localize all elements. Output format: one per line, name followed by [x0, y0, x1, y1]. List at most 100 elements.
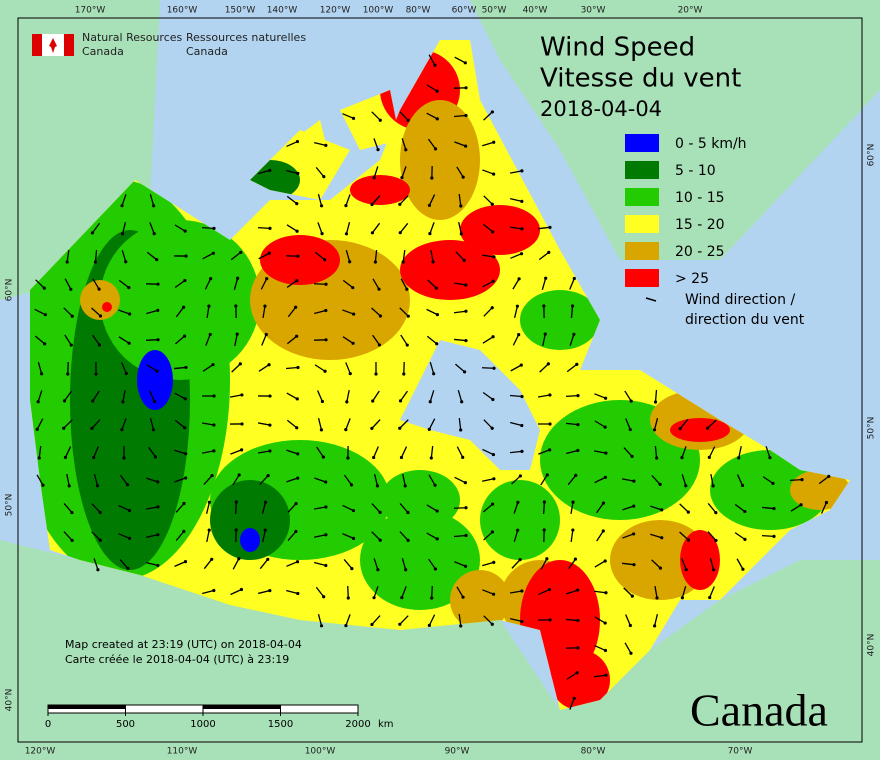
arrow-head [182, 530, 185, 533]
arrow-head [520, 424, 523, 427]
arrow-head [43, 342, 46, 345]
arrow-head [41, 484, 44, 487]
arrow-head [435, 287, 438, 290]
arrow-head [631, 595, 634, 598]
arrow-head [399, 231, 402, 234]
arrow-head [463, 370, 466, 373]
arrow-head [459, 428, 462, 431]
arrow-head [124, 260, 127, 263]
arrow-head [433, 484, 436, 487]
arrow-head [573, 697, 576, 700]
arrow-head [268, 169, 271, 172]
arrow-head [604, 649, 607, 652]
arrow-head [520, 620, 523, 623]
arrow-head [296, 366, 299, 369]
arrow-head [264, 529, 267, 532]
arrow-head [428, 204, 431, 207]
arrow-head [156, 338, 159, 341]
arrow-head [544, 277, 547, 280]
top-label: 150°W [225, 6, 256, 16]
arrow-head [266, 474, 269, 477]
arrow-head [351, 342, 354, 345]
arrow-head [379, 539, 382, 542]
arrow-head [827, 475, 830, 478]
arrow-head [324, 505, 327, 508]
top-label: 160°W [167, 6, 198, 16]
arrow-head [371, 399, 374, 402]
arrow-head [491, 502, 494, 505]
speed-zone [400, 100, 480, 220]
arrow-head [372, 456, 375, 459]
wind-arrow [566, 396, 578, 397]
arrow-head [602, 529, 605, 532]
arrow-head [520, 395, 523, 398]
speed-zone [520, 290, 600, 350]
arrow-head [344, 204, 347, 207]
arrow-head [520, 200, 523, 203]
arrow-head [71, 315, 74, 318]
bottom-label: 120°W [25, 747, 56, 757]
arrow-head [127, 342, 130, 345]
speed-zone [80, 280, 120, 320]
arrow-head [344, 624, 347, 627]
arrow-head [548, 393, 551, 396]
arrow-head [324, 283, 327, 286]
arrow-head [546, 473, 549, 476]
arrow-head [548, 618, 551, 621]
arrow-head [737, 456, 740, 459]
arrow-head [459, 624, 462, 627]
arrow-head [296, 140, 299, 143]
arrow-head [406, 343, 409, 346]
arrow-head [347, 596, 350, 599]
arrow-head [323, 370, 326, 373]
right-label: 40°N [867, 634, 877, 657]
wind-arrow [236, 502, 237, 514]
right-label: 60°N [867, 144, 877, 167]
arrow-head [265, 277, 268, 280]
right-label: 50°N [867, 417, 877, 440]
left-label: 40°N [5, 689, 15, 712]
wind-arrow [146, 340, 158, 341]
arrow-head [370, 203, 373, 206]
arrow-head [632, 480, 635, 483]
arrow-head [99, 511, 102, 514]
arrow-head [743, 538, 746, 541]
arrow-head [240, 448, 243, 451]
arrow-head [463, 259, 466, 262]
arrow-head [350, 567, 353, 570]
arrow-head [519, 558, 522, 561]
arrow-head [70, 539, 73, 542]
arrow-head [464, 114, 467, 117]
arrow-head [345, 232, 348, 235]
arrow-head [771, 482, 774, 485]
arrow-head [576, 423, 579, 426]
legend-swatch [625, 269, 659, 287]
arrow-head [436, 509, 439, 512]
arrow-head [370, 427, 373, 430]
arrow-head [373, 176, 376, 179]
arrow-head [602, 501, 605, 504]
arrow-head [461, 456, 464, 459]
arrow-head [43, 287, 46, 290]
arrow-head [799, 503, 802, 506]
arrow-head [212, 449, 215, 452]
arrow-head [548, 448, 551, 451]
arrow-head [268, 589, 271, 592]
arrow-head [604, 452, 607, 455]
arrow-head [296, 592, 299, 595]
arrow-head [428, 624, 431, 627]
title: Wind Speed [540, 33, 695, 63]
arrow-head [324, 480, 327, 483]
arrow-head [431, 260, 434, 263]
arrow-head [576, 646, 579, 649]
arrow-head [320, 428, 323, 431]
top-label: 50°W [482, 6, 507, 16]
arrow-head [234, 304, 237, 307]
arrow-head [155, 370, 158, 373]
arrow-head [547, 251, 550, 254]
arrow-head [575, 671, 578, 674]
arrow-head [576, 449, 579, 452]
note: Map created at 23:19 (UTC) on 2018-04-04 [65, 638, 302, 651]
arrow-head [460, 232, 463, 235]
